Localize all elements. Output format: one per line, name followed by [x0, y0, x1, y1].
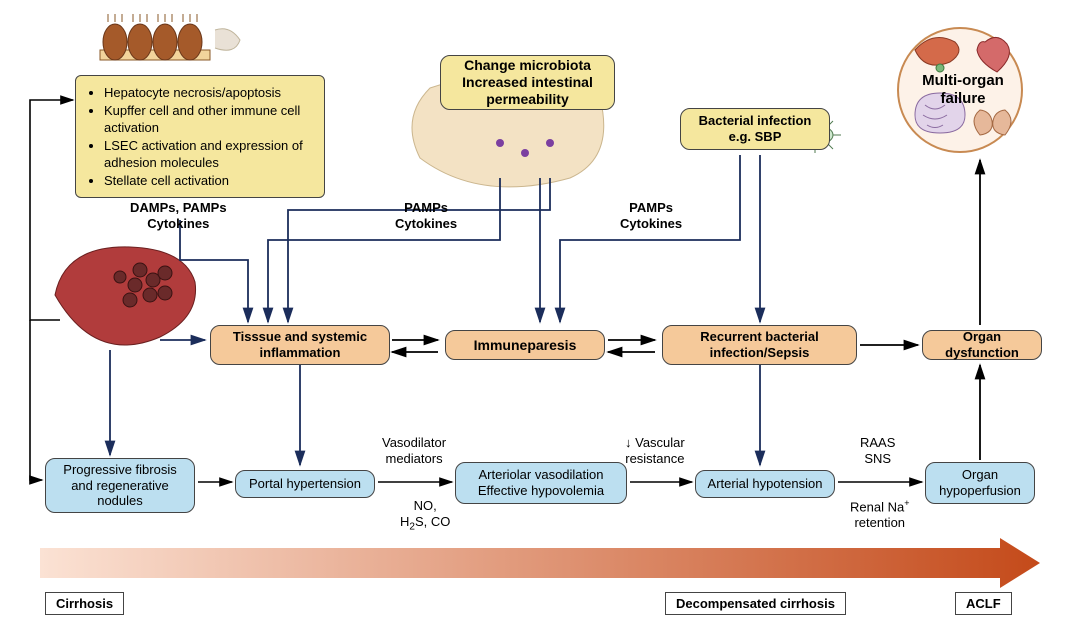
bullet-4: Stellate cell activation [104, 172, 312, 190]
damps-label: DAMPs, PAMPs Cytokines [130, 200, 227, 231]
bullet-3: LSEC activation and expression of adhesi… [104, 137, 312, 172]
organ-dysfunction-box: Organ dysfunction [922, 330, 1042, 360]
vasodilator-label: Vasodilator mediators [382, 435, 446, 466]
vascular-resistance-label: ↓ Vascular resistance [625, 435, 685, 466]
stage-aclf: ACLF [955, 592, 1012, 615]
tissue-inflammation-box: Tisssue and systemic inflammation [210, 325, 390, 365]
liver-events-box: Hepatocyte necrosis/apoptosis Kupffer ce… [75, 75, 325, 198]
progressive-fibrosis-box: Progressive fibrosis and regenerative no… [45, 458, 195, 513]
raas-label: RAAS SNS [860, 435, 895, 466]
recurrent-infection-box: Recurrent bacterial infection/Sepsis [662, 325, 857, 365]
portal-hypertension-box: Portal hypertension [235, 470, 375, 498]
bullet-1: Hepatocyte necrosis/apoptosis [104, 84, 312, 102]
bacterial-infection-box: Bacterial infection e.g. SBP [680, 108, 830, 150]
bullet-2: Kupffer cell and other immune cell activ… [104, 102, 312, 137]
arteriolar-vasodilation-box: Arteriolar vasodilation Effective hypovo… [455, 462, 627, 504]
arterial-hypotension-box: Arterial hypotension [695, 470, 835, 498]
pamps1-label: PAMPs Cytokines [395, 200, 457, 231]
pamps2-label: PAMPs Cytokines [620, 200, 682, 231]
microbiota-box: Change microbiota Increased intestinal p… [440, 55, 615, 110]
renal-na-label: Renal Na+retention [850, 498, 909, 531]
stage-decompensated: Decompensated cirrhosis [665, 592, 846, 615]
organ-hypoperfusion-box: Organ hypoperfusion [925, 462, 1035, 504]
no-h2s-label: NO,H2S, CO [400, 498, 450, 533]
stage-cirrhosis: Cirrhosis [45, 592, 124, 615]
mof-label: Multi-organ failure [918, 72, 1008, 108]
immuneparesis-box: Immuneparesis [445, 330, 605, 360]
